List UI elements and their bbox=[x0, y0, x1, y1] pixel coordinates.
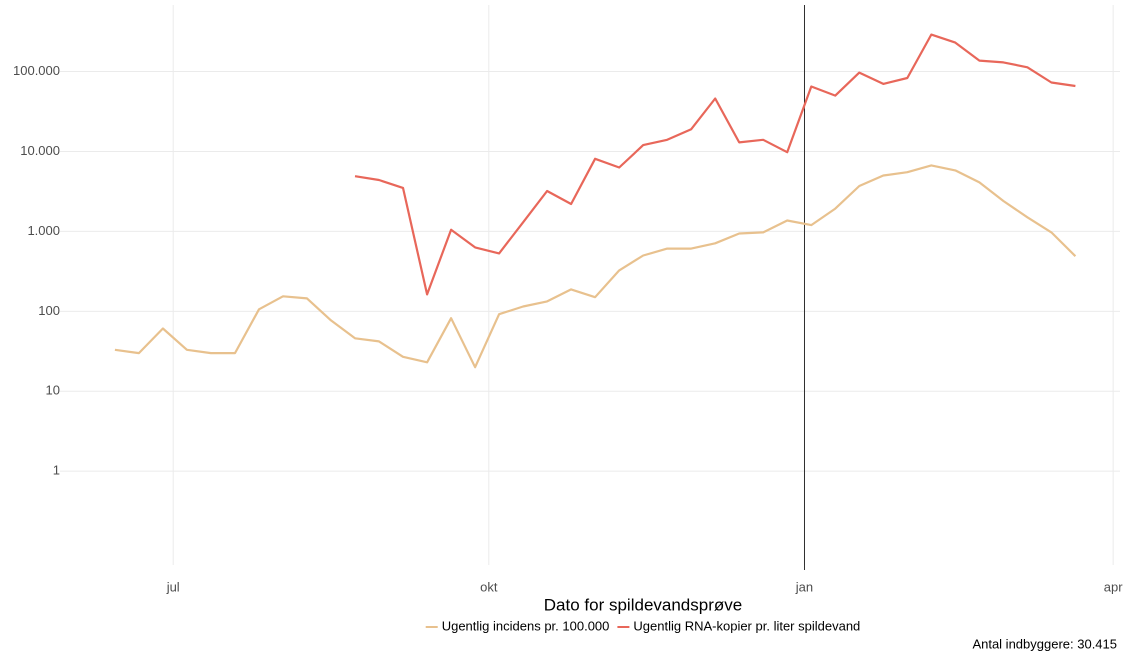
legend: Ugentlig incidens pr. 100.000 Ugentlig RN… bbox=[425, 618, 860, 633]
series-line bbox=[114, 164, 1077, 369]
y-tick-label: 100.000 bbox=[13, 63, 60, 78]
x-tick-label: jan bbox=[795, 579, 813, 594]
series-line bbox=[354, 33, 1076, 296]
x-tick-label: okt bbox=[480, 579, 498, 594]
y-tick-label: 1.000 bbox=[27, 223, 60, 238]
caption: Antal indbyggere: 30.415 bbox=[972, 636, 1117, 651]
y-tick-label: 10 bbox=[46, 383, 60, 398]
y-tick-label: 10.000 bbox=[20, 143, 60, 158]
x-axis-title: Dato for spildevandsprøve bbox=[544, 595, 742, 614]
y-tick-label: 100 bbox=[38, 303, 60, 318]
legend-label: Ugentlig RNA-kopier pr. liter spildevand bbox=[633, 618, 860, 633]
legend-label: Ugentlig incidens pr. 100.000 bbox=[442, 618, 610, 633]
x-tick-label: jul bbox=[166, 579, 180, 594]
x-tick-label: apr bbox=[1104, 579, 1123, 594]
y-tick-label: 1 bbox=[53, 463, 60, 478]
